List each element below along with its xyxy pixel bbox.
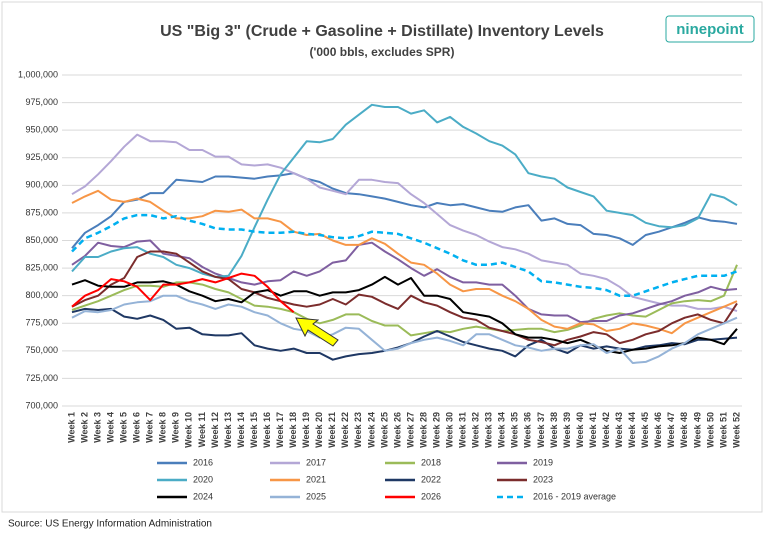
y-tick-label: 700,000 <box>25 400 58 410</box>
chart-frame <box>1 1 763 513</box>
x-tick-label: Week 22 <box>340 412 350 448</box>
legend-label: 2026 <box>421 491 441 501</box>
x-tick-label: Week 28 <box>418 412 428 448</box>
y-tick-label: 925,000 <box>25 152 58 162</box>
legend-label: 2018 <box>421 457 441 467</box>
y-tick-label: 950,000 <box>25 125 58 135</box>
x-tick-label: Week 34 <box>497 412 507 448</box>
x-tick-label: Week 35 <box>510 412 520 448</box>
x-tick-label: Week 9 <box>171 412 181 443</box>
x-tick-label: Week 27 <box>405 412 415 448</box>
x-tick-label: Week 23 <box>353 412 363 448</box>
x-tick-label: Week 13 <box>223 412 233 448</box>
series-line <box>71 172 738 249</box>
x-tick-label: Week 46 <box>653 412 663 448</box>
logo: ninepoint <box>676 21 744 38</box>
series-line <box>71 133 738 313</box>
x-tick-label: Week 21 <box>327 412 337 448</box>
x-tick-label: Week 52 <box>731 412 741 448</box>
y-tick-label: 725,000 <box>25 373 58 383</box>
x-tick-label: Week 25 <box>379 412 389 448</box>
x-tick-label: Week 17 <box>275 412 285 448</box>
x-tick-label: Week 14 <box>236 412 246 448</box>
x-tick-label: Week 50 <box>705 412 715 448</box>
legend-label: 2024 <box>193 491 213 501</box>
x-tick-label: Week 36 <box>523 412 533 448</box>
y-tick-label: 1,000,000 <box>18 69 58 79</box>
x-tick-label: Week 8 <box>158 412 168 443</box>
y-tick-label: 800,000 <box>25 290 58 300</box>
x-tick-label: Week 32 <box>471 412 481 448</box>
x-tick-label: Week 20 <box>314 412 324 448</box>
y-tick-label: 775,000 <box>25 318 58 328</box>
legend-label: 2025 <box>306 491 326 501</box>
x-tick-label: Week 45 <box>640 412 650 448</box>
x-tick-label: Week 19 <box>301 412 311 448</box>
x-tick-label: Week 11 <box>197 412 207 447</box>
x-tick-label: Week 6 <box>132 412 142 443</box>
source: Source: US Energy Information Administra… <box>8 519 212 530</box>
series-line <box>71 272 295 313</box>
y-tick-label: 750,000 <box>25 345 58 355</box>
series-line <box>71 294 738 364</box>
x-tick-label: Week 3 <box>92 412 102 443</box>
series-line <box>71 213 738 297</box>
x-tick-label: Week 29 <box>431 412 441 448</box>
annotation-arrow <box>295 317 339 347</box>
x-tick-label: Week 30 <box>445 412 455 448</box>
x-tick-label: Week 10 <box>184 412 194 448</box>
legend-label: 2019 <box>533 457 553 467</box>
y-tick-label: 825,000 <box>25 262 58 272</box>
x-tick-label: Week 51 <box>718 412 728 448</box>
x-tick-label: Week 16 <box>262 412 272 448</box>
series-line <box>71 250 738 347</box>
x-tick-label: Week 5 <box>119 412 129 443</box>
legend-label: 2016 - 2019 average <box>533 491 616 501</box>
x-tick-label: Week 43 <box>614 412 624 448</box>
logo-box <box>665 15 755 43</box>
y-tick-label: 850,000 <box>25 235 58 245</box>
series-line <box>71 103 738 278</box>
legend-label: 2016 <box>193 457 213 467</box>
y-tick-label: 975,000 <box>25 97 58 107</box>
plot: 700,000 725,000 750,000 775,000 800,000 825,0… <box>18 69 742 448</box>
x-tick-label: Week 44 <box>627 412 637 448</box>
x-tick-label: Week 12 <box>210 412 220 448</box>
series-line <box>71 275 738 354</box>
x-tick-label: Week 24 <box>366 412 376 448</box>
x-tick-label: Week 33 <box>484 412 494 448</box>
y-tick-label: 900,000 <box>25 180 58 190</box>
x-tick-label: Week 1 <box>66 412 76 443</box>
x-tick-label: Week 18 <box>288 412 298 448</box>
x-tick-label: Week 26 <box>392 412 402 448</box>
x-tick-label: Week 31 <box>458 412 468 448</box>
x-tick-label: Week 41 <box>588 412 598 448</box>
x-tick-label: Week 7 <box>145 412 155 443</box>
legend-label: 2020 <box>193 474 213 484</box>
x-tick-label: Week 37 <box>536 412 546 448</box>
x-tick-label: Week 39 <box>562 412 572 448</box>
legend-label: 2017 <box>306 457 326 467</box>
y-tick-label: 875,000 <box>25 207 58 217</box>
x-tick-label: Week 15 <box>249 412 259 448</box>
chart-subtitle: ('000 bbls, excludes SPR) <box>310 45 455 59</box>
legend-label: 2021 <box>306 474 326 484</box>
x-tick-label: Week 47 <box>666 412 676 448</box>
x-tick-label: Week 40 <box>575 412 585 448</box>
x-tick-label: Week 38 <box>549 412 559 448</box>
legend-label: 2022 <box>421 474 441 484</box>
chart-title: US "Big 3" (Crude + Gasoline + Distillat… <box>160 23 604 40</box>
x-tick-label: Week 48 <box>679 412 689 448</box>
x-tick-label: Week 49 <box>692 412 702 448</box>
x-tick-label: Week 2 <box>79 412 89 443</box>
x-tick-label: Week 42 <box>601 412 611 448</box>
legend-label: 2023 <box>533 474 553 484</box>
x-tick-label: Week 4 <box>105 412 115 443</box>
